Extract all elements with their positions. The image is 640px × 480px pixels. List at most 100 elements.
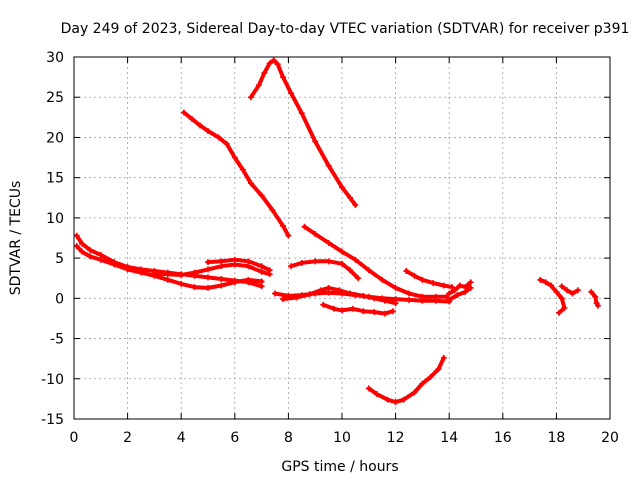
- data-point: [191, 284, 198, 291]
- data-point: [330, 305, 337, 312]
- data-point: [427, 374, 434, 381]
- data-point: [261, 70, 268, 77]
- series-cluster-14h-low: [447, 285, 473, 302]
- x-tick-label: 10: [333, 430, 351, 446]
- x-tick-label: 14: [440, 430, 458, 446]
- data-point: [561, 304, 568, 311]
- data-point: [325, 239, 332, 246]
- data-point: [164, 271, 171, 278]
- data-point: [430, 280, 437, 287]
- data-point: [360, 292, 367, 299]
- data-point: [97, 256, 104, 263]
- data-point: [384, 396, 391, 403]
- data-point: [446, 296, 453, 303]
- data-point: [223, 140, 230, 147]
- data-point: [288, 263, 295, 270]
- data-point: [406, 296, 412, 303]
- data-point: [451, 287, 458, 294]
- x-axis-label: GPS time / hours: [281, 459, 398, 475]
- x-tick-label: 20: [601, 430, 619, 446]
- data-point: [164, 276, 171, 283]
- x-tick-label: 0: [70, 430, 79, 446]
- y-tick-label: 20: [46, 130, 64, 146]
- data-point: [325, 284, 332, 291]
- data-point: [440, 282, 447, 289]
- axis-ticks: 0 2 4 6 8 10 12 14 16 18 20 -15 -10 -5 0 5 10 15 20 25 30: [41, 50, 619, 446]
- chart-title: Day 249 of 2023, Sidereal Day-to-day VTE…: [61, 21, 630, 37]
- grid-lines: [74, 57, 610, 419]
- data-point: [312, 230, 319, 237]
- data-point: [312, 258, 319, 265]
- data-point: [389, 308, 396, 315]
- data-point: [454, 292, 461, 299]
- data-point: [247, 180, 254, 187]
- data-point: [347, 290, 354, 297]
- data-point: [365, 385, 372, 392]
- data-point: [239, 166, 246, 173]
- data-point: [312, 138, 319, 145]
- data-point: [594, 302, 601, 309]
- data-point: [537, 276, 544, 283]
- data-point: [347, 267, 354, 274]
- data-point: [280, 74, 287, 81]
- y-tick-label: -15: [41, 412, 64, 428]
- data-point: [574, 287, 581, 294]
- data-point: [448, 284, 455, 291]
- data-point: [440, 354, 447, 361]
- data-point: [266, 267, 273, 274]
- data-point: [349, 305, 356, 312]
- x-tick-label: 16: [494, 430, 512, 446]
- data-point: [325, 162, 332, 169]
- series-morning-band-lower: [74, 244, 264, 290]
- data-series-layer: [73, 57, 601, 406]
- x-tick-label: 18: [547, 430, 565, 446]
- series-cluster-18-19h: [559, 284, 580, 296]
- data-point: [379, 276, 386, 283]
- data-point: [111, 261, 118, 268]
- data-point: [270, 57, 277, 64]
- data-point: [352, 202, 359, 209]
- data-point: [381, 310, 388, 317]
- data-point: [73, 243, 80, 250]
- series-late-arc: [404, 269, 454, 290]
- data-point: [411, 272, 418, 279]
- data-point: [73, 232, 80, 239]
- data-point: [178, 280, 185, 287]
- data-point: [411, 389, 418, 396]
- data-point: [178, 272, 185, 279]
- x-tick-label: 8: [284, 430, 293, 446]
- data-point: [258, 263, 265, 270]
- data-point: [456, 282, 463, 289]
- data-point: [218, 282, 225, 289]
- x-tick-label: 12: [387, 430, 405, 446]
- x-tick-label: 4: [177, 430, 186, 446]
- data-point: [87, 247, 94, 254]
- data-point: [191, 269, 198, 276]
- data-point: [124, 266, 131, 273]
- y-tick-label: 15: [46, 171, 64, 187]
- data-point: [266, 60, 273, 67]
- data-point: [371, 295, 378, 302]
- data-point: [205, 284, 211, 291]
- data-point: [588, 288, 595, 295]
- data-point: [592, 293, 599, 300]
- data-point: [443, 293, 450, 300]
- data-point: [79, 240, 86, 247]
- data-point: [336, 287, 343, 294]
- data-point: [365, 267, 372, 274]
- data-point: [392, 284, 399, 291]
- data-point: [258, 268, 265, 275]
- data-point: [435, 366, 442, 373]
- y-tick-label: -10: [41, 372, 64, 388]
- data-point: [347, 194, 354, 201]
- data-point: [548, 282, 555, 289]
- x-tick-label: 2: [123, 430, 132, 446]
- data-point: [339, 248, 345, 255]
- data-point: [151, 270, 158, 277]
- data-point: [317, 287, 324, 294]
- data-point: [274, 61, 281, 68]
- data-point: [432, 297, 439, 304]
- y-tick-label: 25: [46, 90, 64, 106]
- data-point: [196, 122, 203, 129]
- data-point: [419, 380, 426, 387]
